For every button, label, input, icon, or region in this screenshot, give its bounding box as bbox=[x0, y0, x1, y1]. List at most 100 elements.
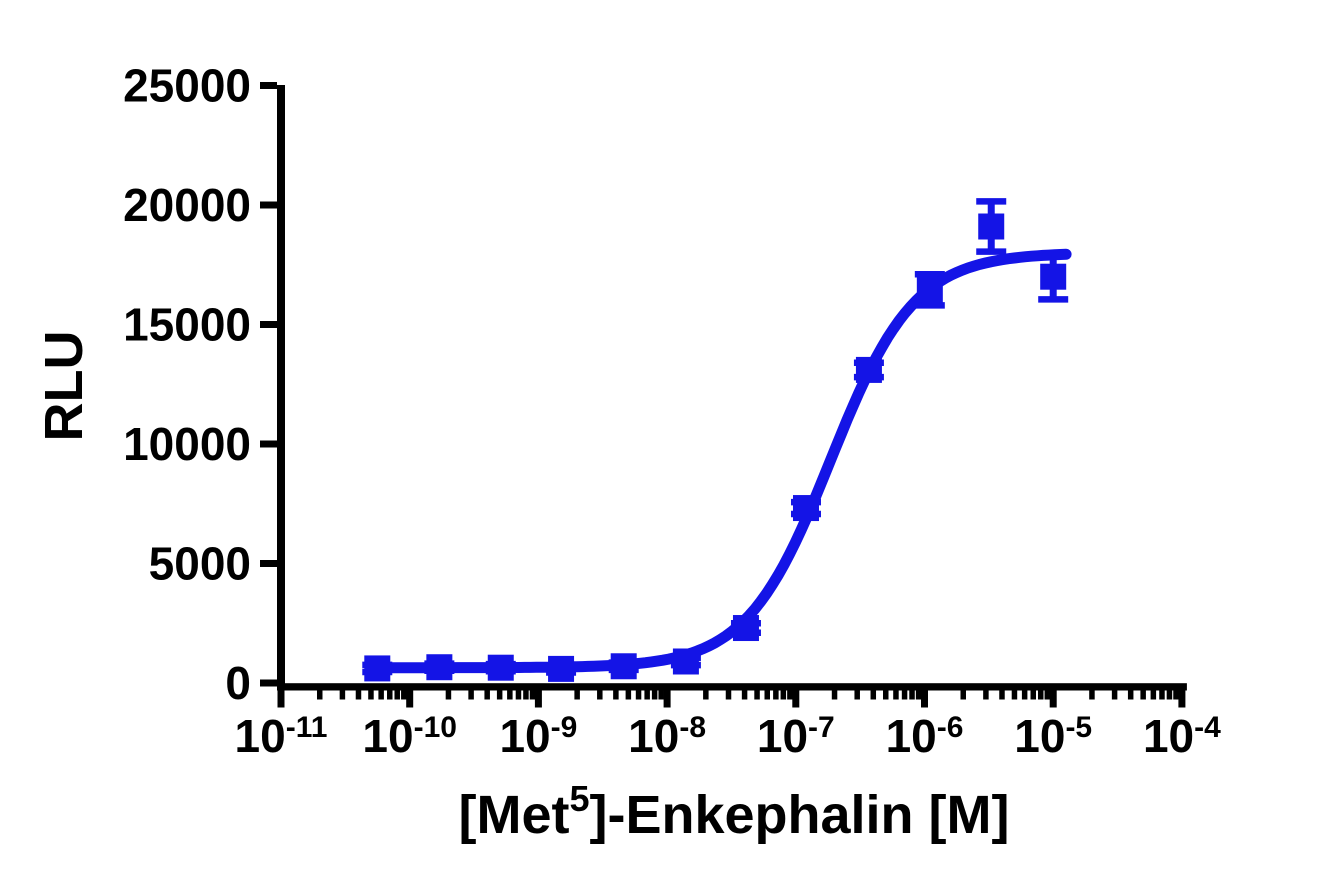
x-minor-tick bbox=[658, 690, 664, 700]
data-point-square bbox=[732, 615, 759, 642]
x-minor-tick bbox=[394, 690, 400, 700]
x-axis-title-post: ]-Enkephalin [M] bbox=[589, 785, 1010, 845]
y-tick-label: 15000 bbox=[123, 299, 251, 351]
x-major-tick bbox=[534, 690, 542, 708]
x-minor-tick bbox=[355, 690, 362, 700]
x-minor-tick bbox=[1030, 690, 1037, 700]
data-point-square bbox=[672, 648, 699, 675]
x-minor-tick bbox=[625, 690, 632, 700]
y-axis-line bbox=[277, 85, 285, 691]
x-minor-tick bbox=[1166, 690, 1173, 700]
x-tick-label: 10-11 bbox=[235, 710, 328, 762]
x-minor-tick bbox=[574, 690, 580, 700]
x-minor-tick bbox=[484, 690, 490, 700]
data-point-square bbox=[978, 213, 1005, 240]
x-minor-tick bbox=[754, 690, 760, 700]
x-minor-tick bbox=[339, 690, 346, 700]
y-tick bbox=[260, 560, 277, 567]
data-point-square bbox=[487, 654, 514, 681]
x-minor-tick bbox=[644, 690, 650, 700]
x-minor-tick bbox=[787, 690, 793, 700]
y-tick-label: 10000 bbox=[123, 418, 251, 470]
x-minor-tick bbox=[445, 690, 452, 700]
x-minor-tick bbox=[529, 690, 536, 700]
x-axis-title-pre: [Met bbox=[458, 785, 570, 845]
y-tick bbox=[260, 440, 277, 448]
x-minor-tick bbox=[1011, 690, 1018, 700]
x-minor-tick bbox=[1140, 690, 1146, 700]
x-tick-label: 10-9 bbox=[499, 710, 577, 762]
data-point-square bbox=[610, 653, 637, 680]
x-tick-label: 10-8 bbox=[628, 710, 706, 762]
x-minor-tick bbox=[915, 690, 922, 700]
y-tick bbox=[260, 82, 277, 89]
y-axis-title: RLU bbox=[34, 330, 94, 442]
y-tick-label: 25000 bbox=[123, 60, 251, 112]
x-minor-tick bbox=[773, 690, 779, 700]
y-tick bbox=[260, 201, 277, 209]
x-minor-tick bbox=[1127, 690, 1134, 700]
x-minor-tick bbox=[515, 690, 522, 700]
x-major-tick bbox=[277, 690, 285, 708]
data-point-square bbox=[792, 495, 819, 522]
data-point-square bbox=[855, 356, 882, 383]
x-minor-tick bbox=[983, 690, 989, 700]
x-minor-tick bbox=[387, 690, 393, 700]
fit-curve bbox=[369, 248, 1072, 674]
x-minor-tick bbox=[496, 690, 503, 700]
x-minor-tick bbox=[999, 690, 1005, 700]
x-minor-tick bbox=[870, 690, 877, 700]
y-tick-label: 0 bbox=[225, 657, 251, 709]
x-major-tick bbox=[663, 690, 671, 708]
x-axis-title: [Met5]-Enkephalin [M] bbox=[281, 778, 1187, 846]
x-minor-tick bbox=[893, 690, 899, 700]
x-minor-tick bbox=[1089, 690, 1095, 700]
x-minor-tick bbox=[468, 690, 474, 700]
data-point-square bbox=[548, 655, 575, 682]
x-major-tick bbox=[792, 690, 800, 708]
data-point-square bbox=[1040, 263, 1067, 290]
x-minor-tick bbox=[883, 690, 889, 700]
x-axis-title-superscript: 5 bbox=[569, 778, 590, 819]
y-tick bbox=[260, 321, 277, 328]
x-tick-label: 10-10 bbox=[362, 710, 457, 762]
x-minor-tick bbox=[901, 690, 908, 700]
x-minor-tick bbox=[725, 690, 732, 700]
x-minor-tick bbox=[1111, 690, 1118, 700]
x-minor-tick bbox=[635, 690, 642, 700]
x-major-tick bbox=[406, 690, 414, 708]
x-minor-tick bbox=[1044, 690, 1051, 700]
y-tick-label: 5000 bbox=[149, 538, 251, 590]
x-minor-tick bbox=[1150, 690, 1157, 700]
data-point-square bbox=[916, 276, 943, 303]
x-minor-tick bbox=[854, 690, 860, 700]
x-minor-tick bbox=[1037, 690, 1044, 700]
x-major-tick bbox=[1178, 690, 1186, 708]
x-minor-tick bbox=[597, 690, 603, 700]
x-minor-tick bbox=[316, 690, 323, 700]
x-tick-label: 10-6 bbox=[886, 710, 964, 762]
y-tick-label: 20000 bbox=[123, 179, 251, 231]
x-minor-tick bbox=[1173, 690, 1179, 700]
x-minor-tick bbox=[651, 690, 658, 700]
x-major-tick bbox=[921, 690, 928, 708]
x-major-tick bbox=[1049, 690, 1057, 708]
x-minor-tick bbox=[703, 690, 709, 700]
x-minor-tick bbox=[960, 690, 966, 700]
y-tick bbox=[260, 679, 277, 687]
x-minor-tick bbox=[368, 690, 374, 700]
x-minor-tick bbox=[1021, 690, 1028, 700]
x-minor-tick bbox=[507, 690, 513, 700]
data-point-square bbox=[364, 655, 391, 682]
x-tick-label: 10-7 bbox=[757, 710, 835, 762]
x-minor-tick bbox=[1159, 690, 1165, 700]
x-minor-tick bbox=[741, 690, 748, 700]
x-axis-line bbox=[277, 683, 1187, 691]
data-point-square bbox=[426, 654, 453, 681]
x-minor-tick bbox=[401, 690, 407, 700]
x-minor-tick bbox=[909, 690, 915, 700]
x-minor-tick bbox=[764, 690, 770, 700]
x-tick-label: 10-4 bbox=[1143, 710, 1221, 762]
